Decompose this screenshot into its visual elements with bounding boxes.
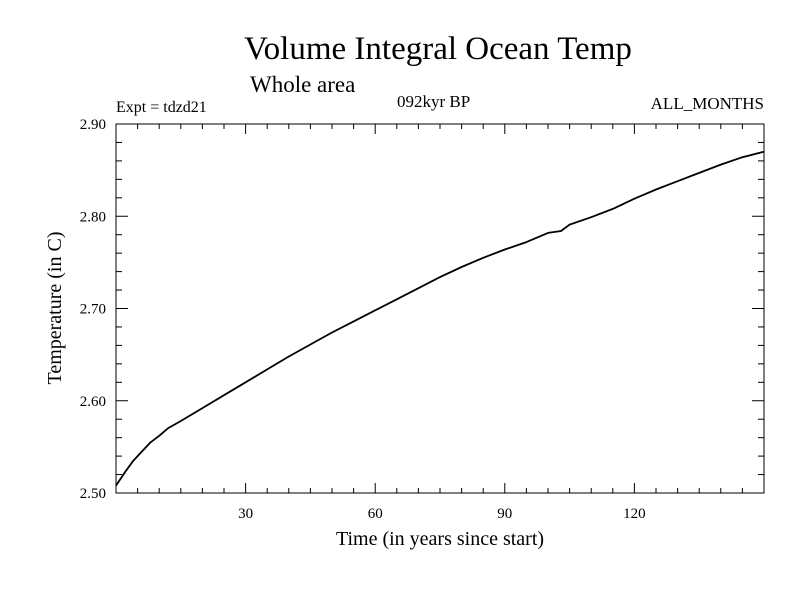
y-tick-label: 2.50 <box>80 486 106 502</box>
chart-subtitle: Whole area <box>250 72 356 97</box>
experiment-label: Expt = tdzd21 <box>116 99 207 116</box>
x-axis-label: Time (in years since start) <box>336 528 544 550</box>
y-axis-label: Temperature (in C) <box>44 232 66 385</box>
x-tick-label: 30 <box>238 506 253 522</box>
y-tick-label: 2.60 <box>80 394 106 410</box>
period-label: 092kyr BP <box>397 92 471 111</box>
series-line-temperature <box>115 150 765 487</box>
y-axis-ticks: 2.50 2.60 2.70 2.80 2.90 <box>80 117 764 502</box>
chart-title: Volume Integral Ocean Temp <box>244 31 632 67</box>
x-axis-ticks: 30 60 90 120 <box>238 124 646 522</box>
plot-frame <box>115 123 765 494</box>
x-tick-label: 120 <box>623 506 646 522</box>
x-tick-label: 90 <box>497 506 512 522</box>
months-label: ALL_MONTHS <box>650 94 764 113</box>
x-tick-label: 60 <box>368 506 383 522</box>
minor-ticks <box>116 124 764 493</box>
y-tick-label: 2.70 <box>80 302 106 318</box>
y-tick-label: 2.90 <box>80 117 106 133</box>
y-tick-label: 2.80 <box>80 209 106 225</box>
